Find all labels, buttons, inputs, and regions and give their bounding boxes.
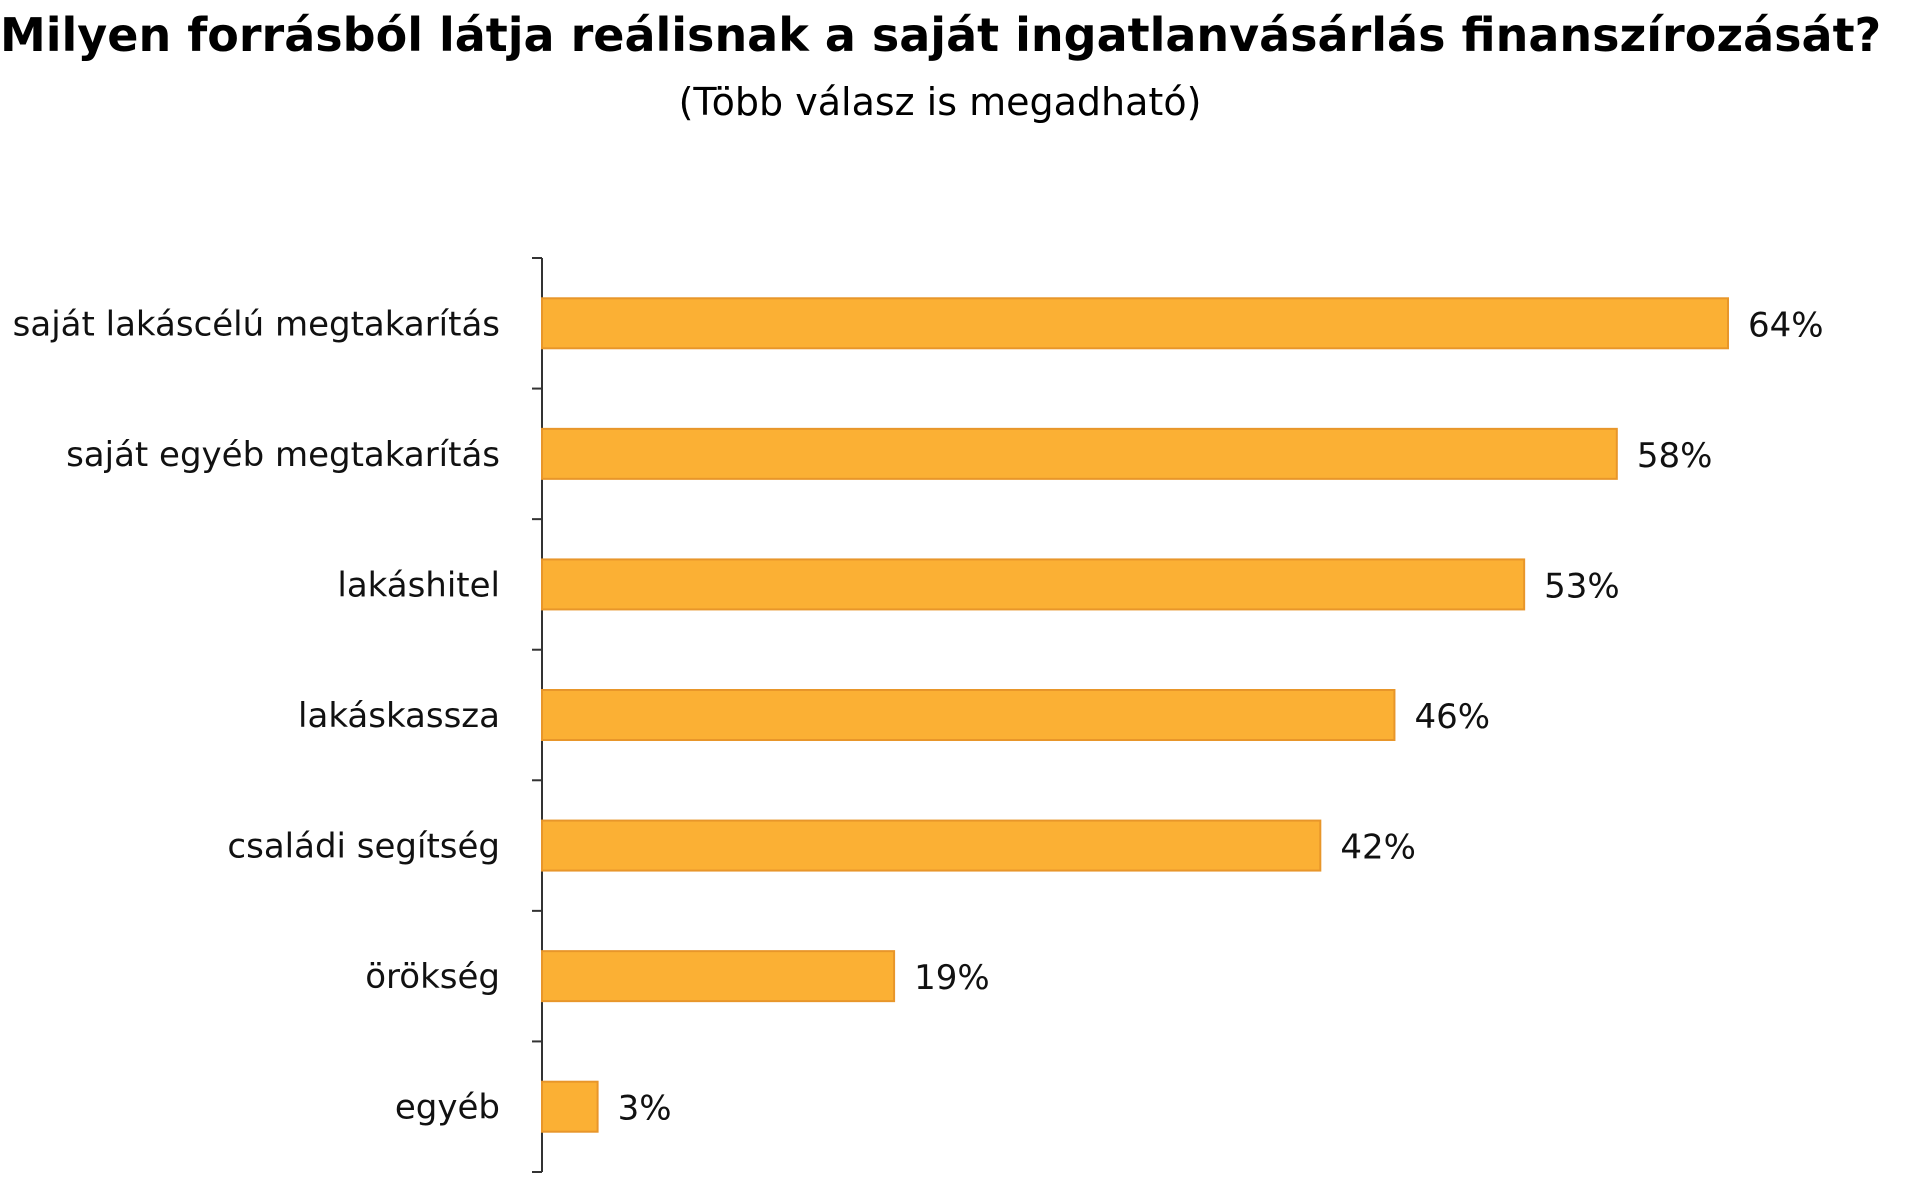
category-label: lakáshitel [337,565,500,605]
chart-title: Milyen forrásból látja reálisnak a saját… [0,8,1882,62]
value-label: 64% [1748,305,1824,345]
bar-1 [541,427,1618,480]
bar-3 [541,689,1396,741]
bar-0 [541,297,1729,350]
bar-5 [541,950,896,1003]
category-label: örökség [365,957,500,997]
bar-4 [541,819,1322,872]
value-label: 19% [914,958,990,998]
category-label: saját lakáscélú megtakarítás [13,304,500,344]
bars [541,297,1729,1133]
chart-subtitle: (Több válasz is megadható) [678,80,1202,124]
category-label: családi segítség [227,827,500,867]
value-label: 53% [1544,566,1620,606]
category-label: saját egyéb megtakarítás [66,435,500,475]
value-labels: 64% 58% 53% 46% 42% 19% 3% [618,305,1824,1128]
value-label: 3% [618,1089,672,1129]
value-label: 58% [1637,436,1713,476]
category-labels: saját lakáscélú megtakarítás saját egyéb … [13,304,500,1127]
bar-6 [541,1080,599,1133]
bar-2 [541,558,1526,611]
value-label: 46% [1414,697,1490,737]
y-axis [532,257,543,1173]
category-label: lakáskassza [298,696,500,736]
category-label: egyéb [395,1088,500,1128]
value-label: 42% [1340,828,1416,868]
